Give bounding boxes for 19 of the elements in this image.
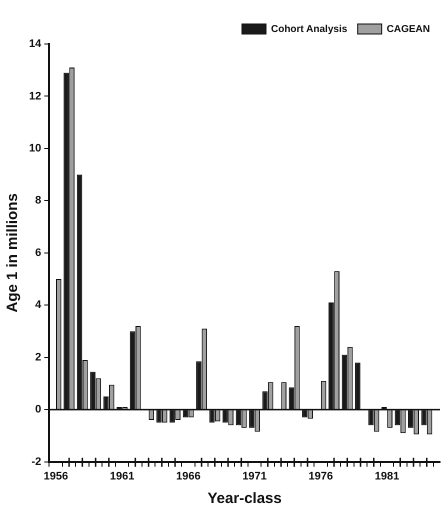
x-tick-label: 1971: [242, 470, 267, 482]
y-tick-label: -2: [31, 456, 42, 468]
x-tick-label: 1976: [308, 470, 334, 482]
legend-label: Cohort Analysis: [270, 24, 348, 35]
y-tick-label: 6: [35, 246, 42, 259]
y-tick-label: 14: [28, 38, 42, 50]
y-tick-label: 8: [35, 194, 42, 207]
y-tick-label: 0: [35, 404, 42, 416]
y-tick-label: 10: [28, 142, 42, 154]
x-tick-label: 1981: [374, 470, 400, 482]
y-tick-label: 12: [28, 90, 42, 102]
y-tick-label: 2: [35, 351, 42, 364]
x-tick-label: 1966: [176, 470, 201, 482]
y-tick-label: 4: [35, 299, 42, 312]
x-tick-label: 1956: [44, 470, 68, 482]
x-tick-label: 1961: [110, 470, 134, 482]
x-axis-title: Year-class: [208, 490, 282, 508]
y-axis-title: Age 1 in millions: [4, 193, 22, 312]
legend-label: CAGEAN: [386, 24, 430, 35]
